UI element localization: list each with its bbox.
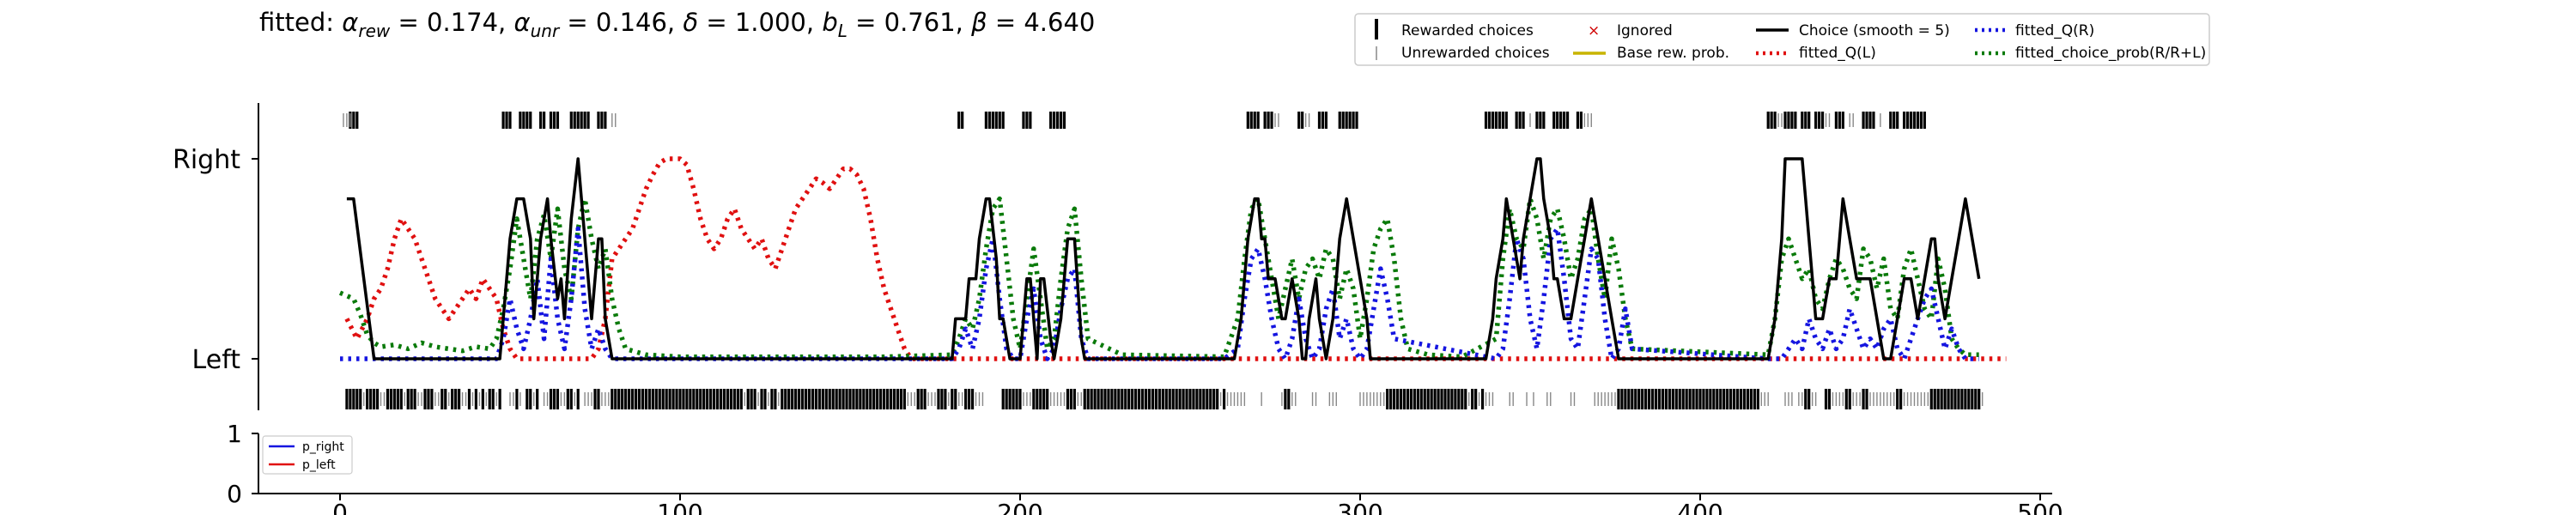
title-param-subscript: L [838, 21, 848, 41]
x-tick-label: 300 [1337, 499, 1382, 515]
main-axes: Right Left [173, 103, 259, 410]
title-param-value: = 0.146, [559, 8, 683, 37]
title-param-symbol: α [513, 8, 530, 37]
title-param-value: = 4.640 [987, 8, 1096, 37]
legend-choice-label: Choice (smooth = 5) [1799, 22, 1950, 39]
title-param-symbol: α [342, 8, 358, 37]
left-choice-ticks [345, 389, 1984, 409]
x-tick-label: 200 [997, 499, 1042, 515]
bottom-axes: 1 0 0 100 200 300 400 500 p_right p_left [227, 420, 2063, 515]
legend-qleft-label: fitted_Q(L) [1799, 45, 1876, 62]
legend-rewarded-label: Rewarded choices [1401, 22, 1534, 39]
title-param-symbol: b [822, 8, 837, 37]
chart-title: fitted: αrew = 0.174, αunr = 0.146, δ = … [259, 8, 1095, 41]
title-param-symbol: β [970, 8, 987, 37]
title-param-symbol: δ [683, 8, 698, 37]
series-layer [338, 156, 2007, 361]
title-param-value: = 1.000, [698, 8, 822, 37]
x-tick-label: 400 [1677, 499, 1722, 515]
title-param-subscript: rew [358, 21, 391, 41]
bottom-ytick-label-1: 1 [227, 420, 242, 448]
legend-qright-label: fitted_Q(R) [2015, 22, 2094, 39]
bottom-ytick-label-0: 0 [227, 480, 242, 508]
title-param-value: = 0.761, [848, 8, 971, 37]
ytick-label-left: Left [192, 345, 241, 375]
legend-ignored-marker: × [1588, 22, 1600, 39]
legend: Rewarded choices × Ignored Choice (smoot… [1354, 13, 2210, 66]
q-left-line [344, 156, 2007, 361]
legend-pleft-label: p_left [302, 458, 336, 472]
x-tick-label: 500 [2017, 499, 2063, 515]
title-param-value: = 0.174, [390, 8, 513, 37]
legend-choiceprob-label: fitted_choice_prob(R/R+L) [2015, 45, 2206, 62]
legend-ignored-label: Ignored [1617, 22, 1673, 39]
ytick-label-right: Right [173, 145, 240, 175]
x-tick-label: 100 [657, 499, 702, 515]
legend-unrewarded-label: Unrewarded choices [1401, 45, 1550, 62]
choice-prob-line [338, 196, 1979, 360]
bottom-x-ticks: 0 100 200 300 400 500 [332, 494, 2063, 515]
legend-pright-label: p_right [302, 440, 344, 454]
legend-baserew-label: Base rew. prob. [1617, 45, 1729, 62]
title-prefix: fitted: [259, 8, 342, 37]
title-param-subscript: unr [531, 21, 561, 41]
choice-smooth-line [346, 157, 1981, 360]
x-tick-label: 0 [332, 499, 348, 515]
right-choice-ticks [343, 112, 1926, 129]
